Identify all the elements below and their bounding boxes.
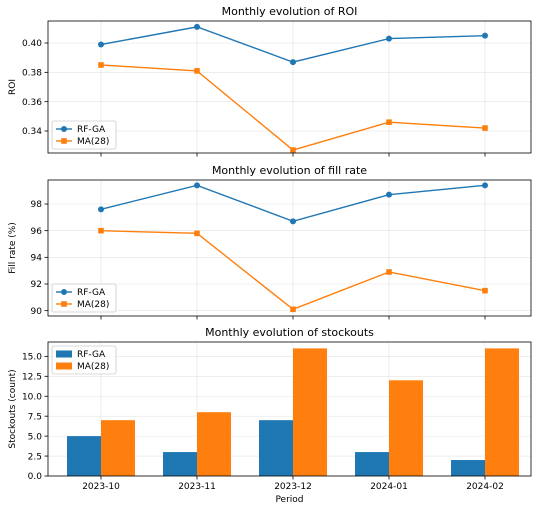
y-axis-title: Fill rate (%) [8, 222, 18, 274]
legend-marker [61, 138, 67, 144]
data-point [290, 218, 296, 225]
legend-label: RF-GA [77, 350, 106, 360]
data-point [98, 41, 104, 48]
data-point [290, 147, 296, 153]
chart-title: Monthly evolution of ROI [222, 5, 358, 18]
y-tick-label: 10.0 [22, 392, 42, 402]
legend-marker [61, 289, 67, 295]
legend-label: RF-GA [77, 125, 106, 135]
plot-frame [47, 179, 532, 317]
legend-label: MA(28) [77, 362, 109, 372]
plot-frame [47, 20, 532, 154]
x-tick-label: 2023-12 [274, 482, 312, 492]
bar-ma28 [485, 348, 519, 476]
y-tick-label: 98 [31, 200, 43, 210]
legend: RF-GA MA(28) [51, 283, 117, 313]
x-tick-label: 2024-02 [466, 482, 504, 492]
data-point [290, 59, 296, 66]
chart-panel-1: Monthly evolution of ROI 0.34 0.36 0.38 0.40… [8, 5, 532, 157]
x-tick-label: 2023-11 [178, 482, 216, 492]
y-tick-label: 0.0 [28, 472, 43, 482]
legend-marker [61, 301, 67, 307]
data-point [98, 206, 104, 213]
y-axis-title: Stockouts (count) [8, 369, 18, 448]
bar-ma28 [389, 380, 423, 476]
bar-rf-ga [355, 452, 389, 476]
data-point [386, 119, 392, 125]
data-point [482, 287, 488, 294]
y-tick-label: 0.40 [22, 39, 42, 49]
legend: RF-GA MA(28) [51, 120, 117, 150]
legend-frame [51, 120, 117, 150]
y-tick-label: 92 [31, 280, 42, 290]
y-tick-label: 0.38 [22, 69, 42, 79]
y-tick-label: 15.0 [22, 353, 42, 363]
legend-swatch [56, 362, 72, 370]
y-tick-label: 5.0 [28, 432, 43, 442]
y-tick-label: 96 [31, 227, 43, 237]
legend-label: MA(28) [77, 137, 109, 147]
data-point [98, 227, 104, 234]
bar-ma28 [197, 412, 231, 476]
y-tick-label: 12.5 [22, 372, 42, 382]
data-point [194, 68, 200, 74]
x-axis-title: Period [275, 495, 303, 505]
data-point [482, 32, 488, 39]
data-point [386, 269, 392, 275]
y-axis-title: ROI [8, 79, 18, 95]
bar-rf-ga [163, 452, 197, 476]
data-point [386, 191, 392, 198]
y-tick-label: 94 [31, 254, 43, 264]
chart-panel-3: Monthly evolution of stockouts 0.0 2.5 5.0 7… [8, 326, 532, 505]
y-tick-label: 0.36 [22, 98, 42, 108]
x-tick-label: 2024-01 [370, 482, 408, 492]
y-tick-label: 2.5 [28, 452, 42, 462]
legend-label: MA(28) [77, 300, 109, 310]
x-tick-label: 2023-10 [82, 482, 120, 492]
y-tick-label: 7.5 [28, 412, 42, 422]
chart-title: Monthly evolution of fill rate [212, 164, 367, 177]
chart-panel-2: Monthly evolution of fill rate 90 92 94 96 98… [8, 164, 532, 320]
data-point [482, 182, 488, 189]
bar-ma28 [101, 420, 135, 476]
y-tick-label: 90 [31, 307, 43, 317]
plot-frame [47, 341, 532, 477]
data-point [194, 230, 200, 237]
data-point [290, 306, 296, 313]
legend-frame [51, 283, 117, 313]
legend-label: RF-GA [77, 288, 106, 298]
data-point [194, 23, 200, 30]
y-tick-label: 0.34 [22, 127, 42, 137]
legend-marker [61, 126, 67, 132]
data-point [482, 125, 488, 131]
data-point [386, 35, 392, 42]
bar-rf-ga [259, 420, 293, 476]
chart-title: Monthly evolution of stockouts [205, 326, 374, 339]
data-point [194, 182, 200, 189]
legend-swatch [56, 350, 72, 358]
legend: RF-GA MA(28) [51, 345, 117, 375]
data-point [98, 62, 104, 68]
bar-rf-ga [451, 460, 485, 476]
bar-ma28 [293, 348, 327, 476]
bar-rf-ga [67, 436, 101, 476]
